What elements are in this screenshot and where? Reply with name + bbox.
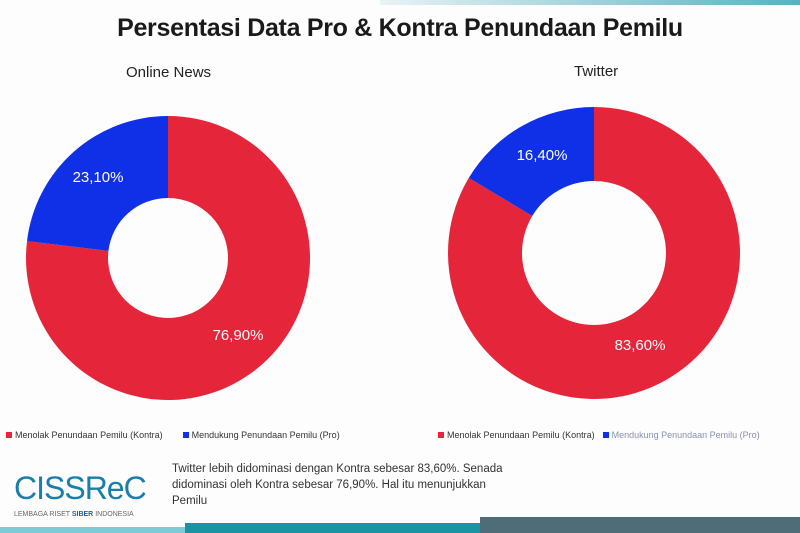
- top-accent-line: [380, 0, 800, 5]
- footer-bar: [0, 527, 185, 533]
- chart-title-twitter: Twitter: [574, 63, 619, 80]
- data-label: 76,90%: [213, 327, 264, 344]
- footer-bar: [480, 517, 800, 533]
- footer-bar: [185, 523, 480, 533]
- description-text: Twitter lebih didominasi dengan Kontra s…: [172, 463, 503, 507]
- legend-online-news: Menolak Penundaan Pemilu (Kontra) Menduk…: [6, 430, 340, 440]
- legend-item-kontra: Menolak Penundaan Pemilu (Kontra): [438, 430, 595, 440]
- legend-swatch: [602, 432, 609, 438]
- legend-item-kontra: Menolak Penundaan Pemilu (Kontra): [6, 430, 163, 440]
- data-label: 16,40%: [517, 147, 568, 164]
- legend-swatch: [6, 432, 12, 438]
- legend-swatch: [438, 432, 444, 438]
- chart-title-online-news: Online News: [126, 64, 212, 81]
- data-label: 23,10%: [73, 169, 124, 186]
- donut-slice: [27, 116, 169, 251]
- donut-slice: [26, 116, 310, 400]
- legend-swatch: [182, 432, 189, 438]
- donut-slice: [447, 107, 740, 400]
- data-label: 83,60%: [615, 337, 666, 354]
- legend-twitter: Menolak Penundaan Pemilu (Kontra) Menduk…: [438, 430, 760, 440]
- legend-item-pro: Mendukung Penundaan Pemilu (Pro): [602, 430, 760, 440]
- page-title: Persentasi Data Pro & Kontra Penundaan P…: [117, 14, 683, 42]
- legend-item-pro: Mendukung Penundaan Pemilu (Pro): [182, 430, 340, 440]
- donut-slice: [468, 107, 594, 216]
